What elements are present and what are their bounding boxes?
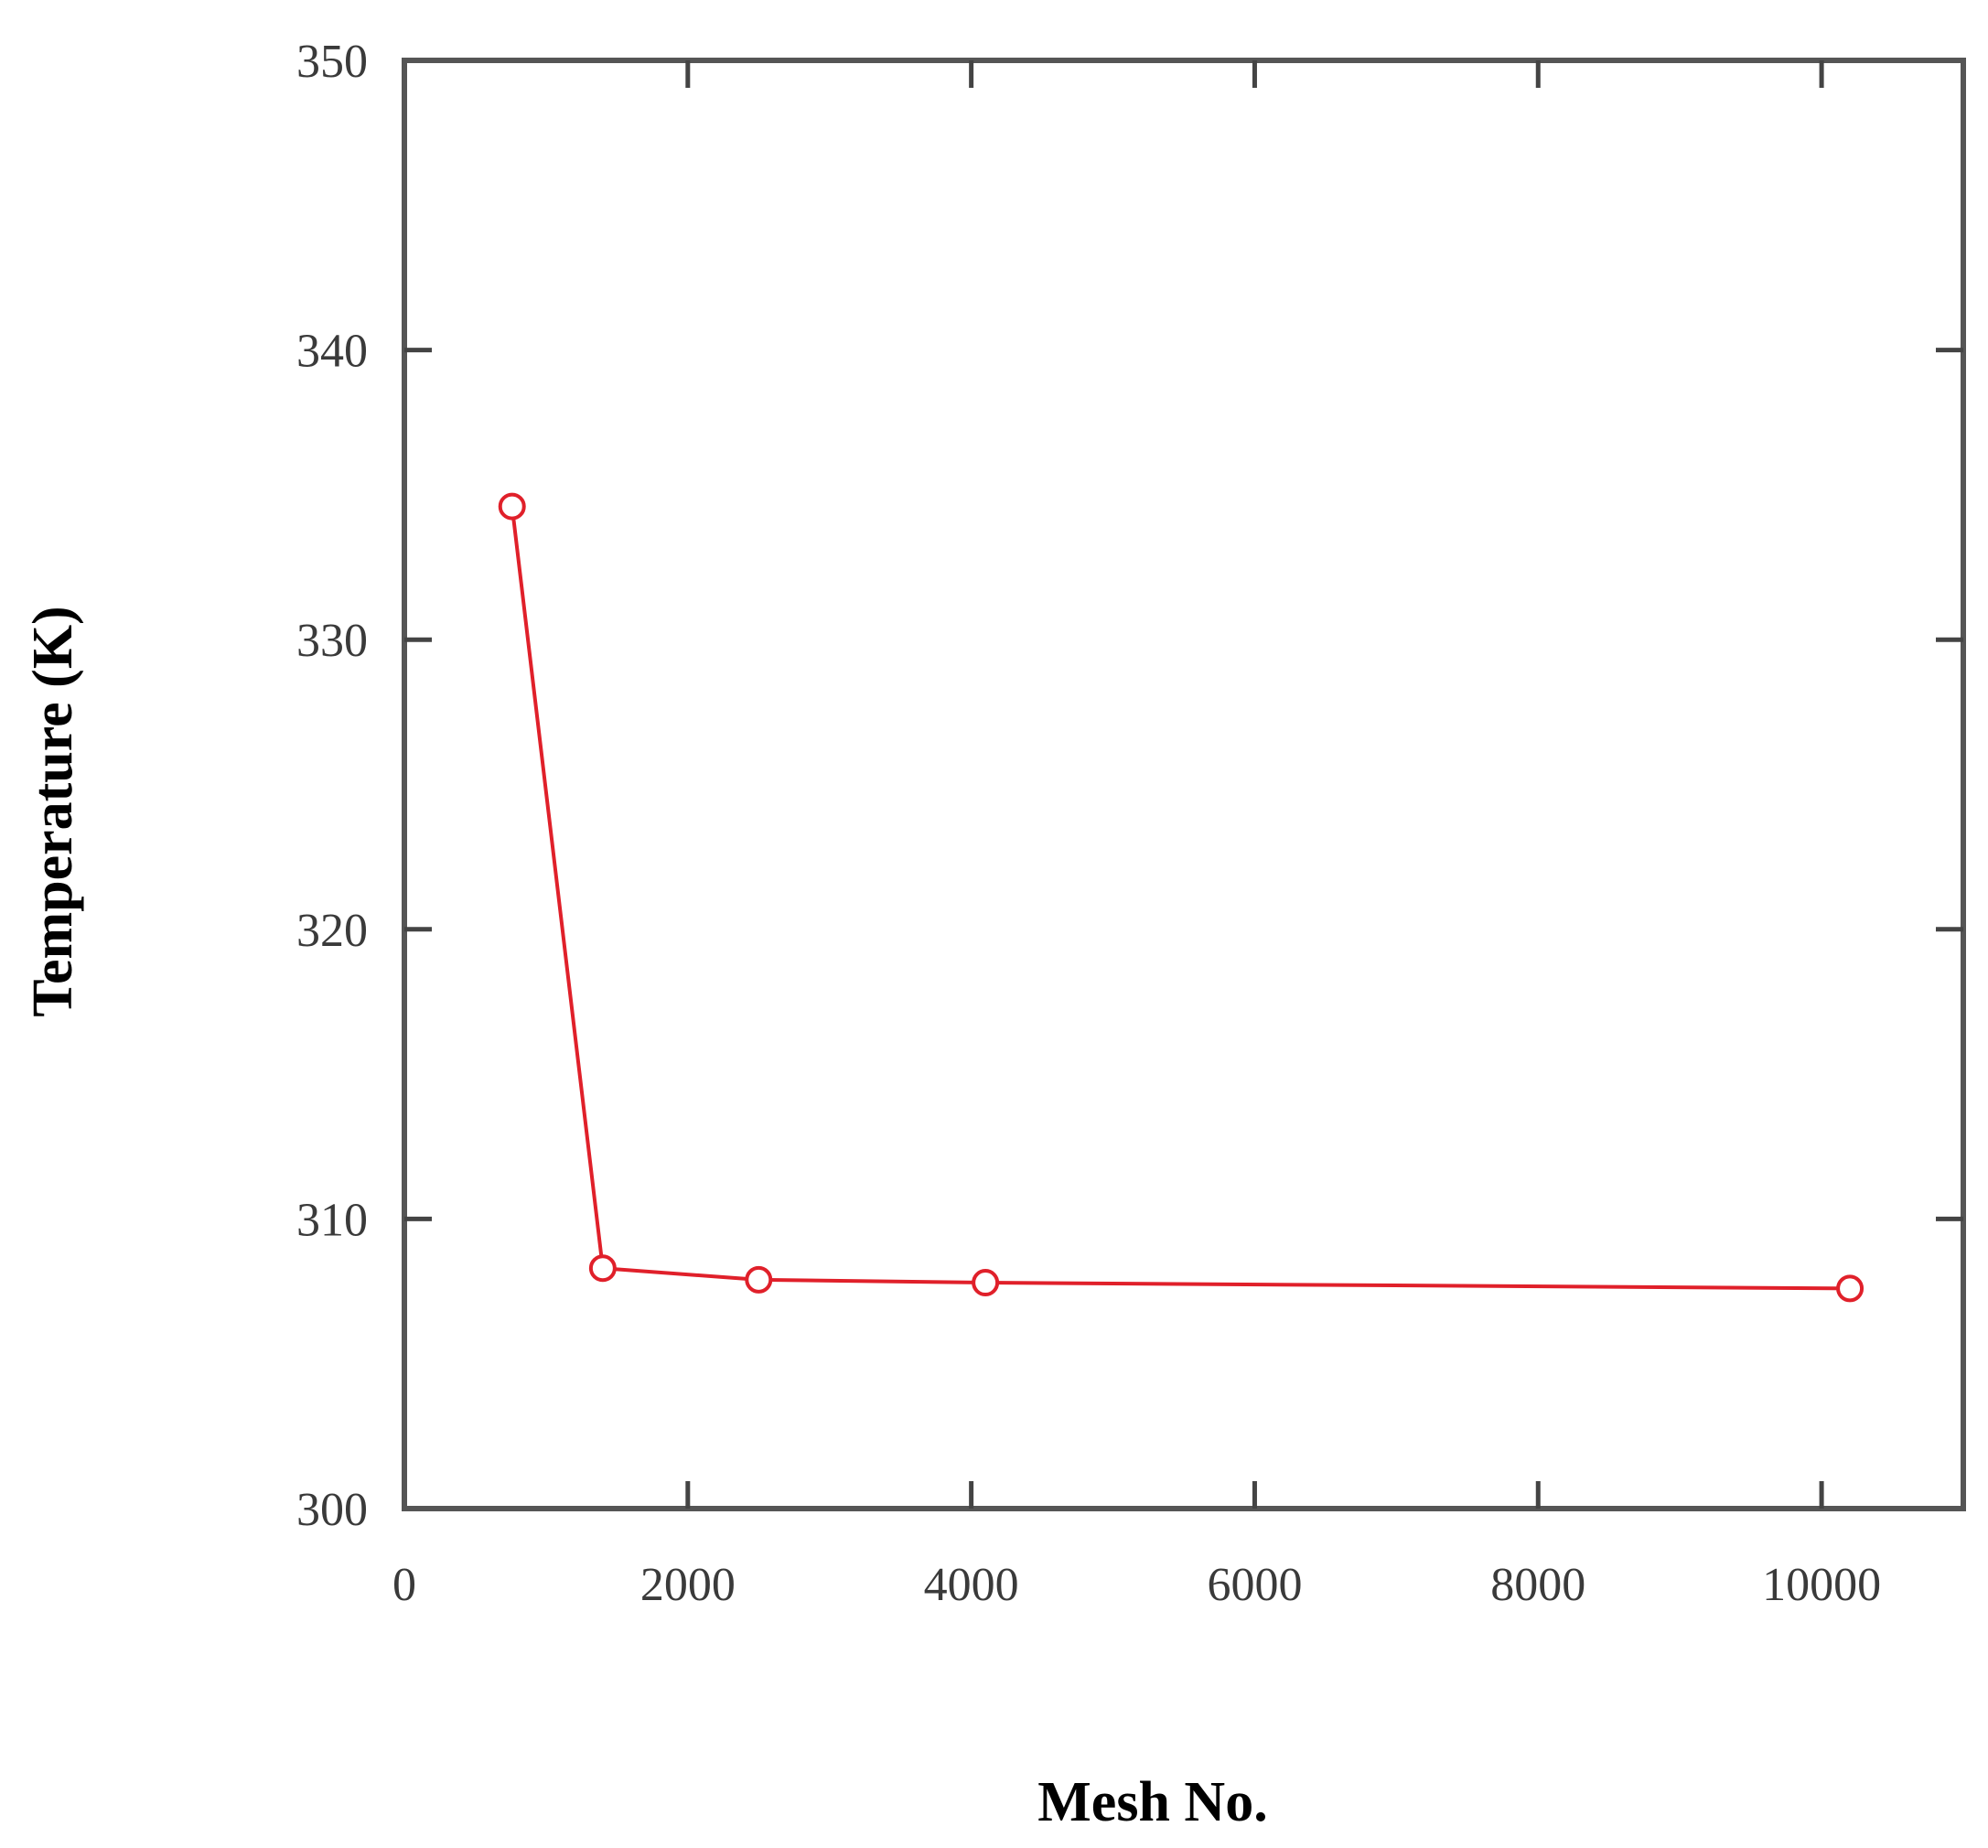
- data-point-marker: [972, 1269, 1000, 1297]
- data-point-marker: [745, 1265, 773, 1294]
- series-line: [510, 506, 1851, 1291]
- ticks-layer: [404, 60, 1963, 1509]
- x-tick-label: 2000: [640, 1559, 736, 1611]
- y-tick-label: 330: [296, 615, 368, 667]
- y-tick-label: 350: [296, 36, 368, 88]
- x-tick-label: 6000: [1207, 1559, 1302, 1611]
- y-axis-title: Temperature (K): [22, 606, 84, 1016]
- data-point-marker: [1836, 1274, 1864, 1303]
- series-layer: [498, 492, 1864, 1303]
- tick-labels-layer: 0 2000 4000 6000 8000 10000 300 310 320 330 340 350: [296, 36, 1881, 1611]
- x-tick-label: 0: [392, 1559, 416, 1611]
- data-point-marker: [588, 1254, 617, 1283]
- y-tick-label: 300: [296, 1484, 368, 1536]
- x-tick-label: 4000: [924, 1559, 1019, 1611]
- y-tick-label: 340: [296, 326, 368, 378]
- data-point-marker: [498, 492, 526, 521]
- x-tick-label: 8000: [1490, 1559, 1585, 1611]
- y-tick-label: 320: [296, 905, 368, 957]
- y-tick-label: 310: [296, 1194, 368, 1246]
- x-axis-title: Mesh No.: [1037, 1771, 1267, 1833]
- plot-frame: [402, 58, 1966, 1511]
- x-tick-label: 10000: [1762, 1559, 1881, 1611]
